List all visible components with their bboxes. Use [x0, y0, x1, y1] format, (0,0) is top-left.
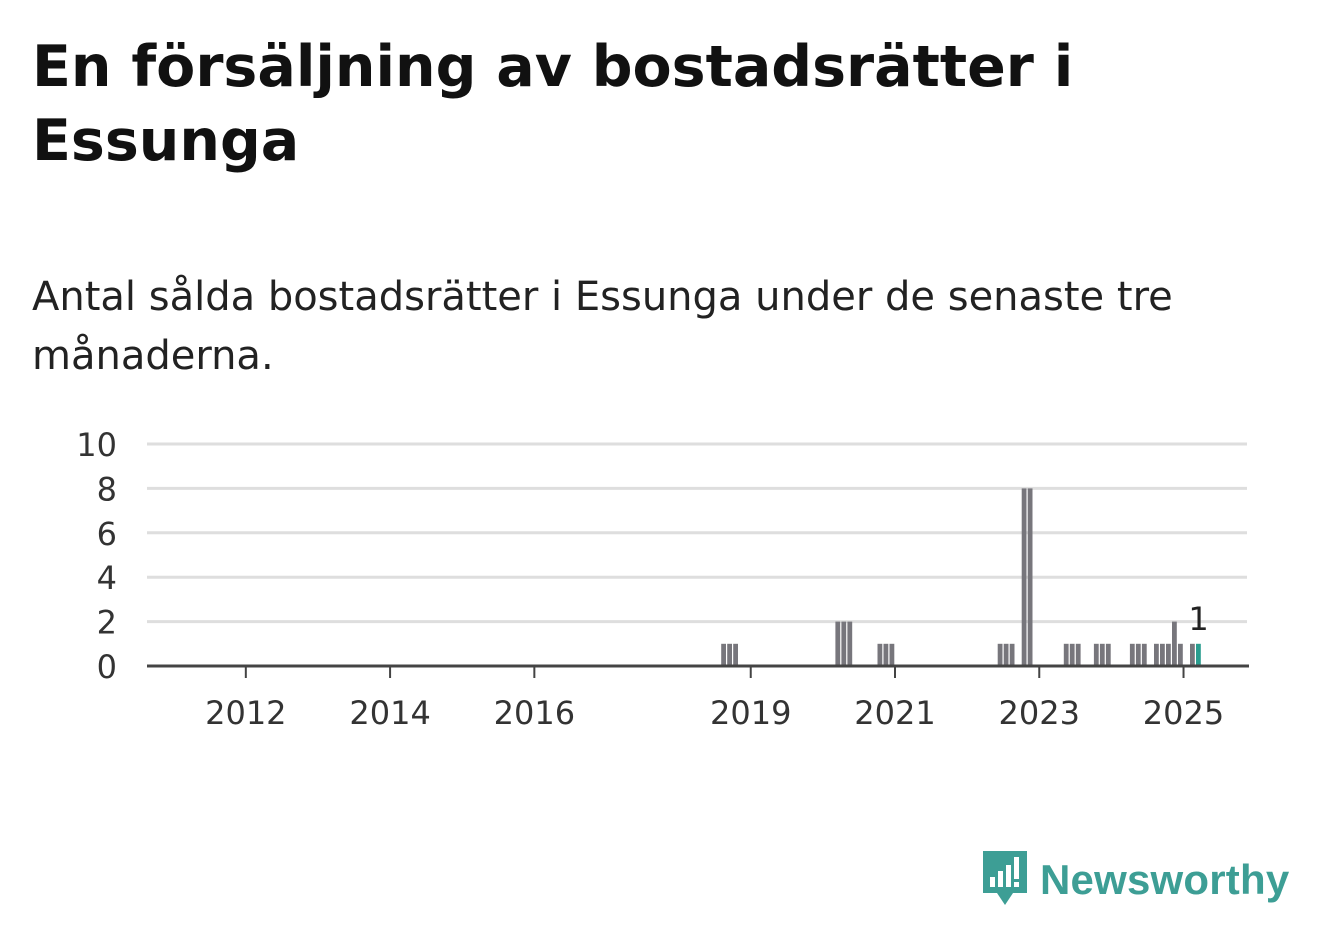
bar: [1021, 488, 1027, 666]
bar: [1196, 643, 1201, 666]
bar: [1135, 643, 1141, 666]
bar: [1129, 643, 1135, 666]
brand-name: Newsworthy: [1040, 856, 1290, 903]
x-tick-label: 2023: [999, 694, 1080, 732]
labels: 0 2 4 6 8 10 1 2012 2014 2016 2019 2021 2023 2025: [76, 426, 1224, 732]
y-tick-label: 6: [97, 515, 117, 553]
bar: [1105, 643, 1111, 666]
x-tick-label: 2014: [349, 694, 430, 732]
bar: [733, 643, 738, 666]
bar: [1027, 488, 1033, 666]
bar: [727, 643, 732, 666]
newsworthy-logo[interactable]: Newsworthy: [980, 848, 1289, 912]
y-tick-label: 10: [76, 426, 117, 464]
bar: [997, 643, 1003, 666]
bar: [1075, 643, 1081, 666]
bar: [1093, 643, 1099, 666]
data-label: 1: [1188, 600, 1208, 638]
bar: [883, 643, 889, 666]
bar: [877, 643, 883, 666]
bar-chart: 0 2 4 6 8 10 1 2012 2014 2016 2019 2021 2023 2025: [76, 426, 1249, 732]
y-tick-label: 0: [97, 648, 117, 686]
bar: [1009, 643, 1015, 666]
bar: [1154, 643, 1159, 666]
chart-title: En försäljning av bostadsrätter i Essung…: [32, 34, 1074, 174]
x-tick-label: 2016: [494, 694, 575, 732]
bar: [835, 621, 841, 666]
bar: [1166, 643, 1171, 666]
bar: [1160, 643, 1165, 666]
gridlines: [147, 442, 1247, 624]
bar: [847, 621, 853, 666]
bar: [1069, 643, 1075, 666]
bar: [1141, 643, 1147, 666]
bar: [889, 643, 895, 666]
bar: [1003, 643, 1009, 666]
bar: [721, 643, 726, 666]
bar: [1172, 621, 1177, 666]
bar: [1099, 643, 1105, 666]
bar: [1190, 643, 1195, 666]
x-tick-label: 2019: [710, 694, 791, 732]
x-tick-label: 2025: [1143, 694, 1224, 732]
bars: [721, 488, 1201, 666]
y-tick-label: 8: [97, 470, 117, 508]
bar: [1178, 643, 1183, 666]
y-tick-label: 4: [97, 559, 117, 597]
axes: [147, 664, 1249, 678]
x-tick-label: 2021: [854, 694, 935, 732]
bar: [841, 621, 847, 666]
y-tick-label: 2: [97, 604, 117, 642]
bar: [1063, 643, 1069, 666]
x-tick-label: 2012: [205, 694, 286, 732]
chart-subtitle: Antal sålda bostadsrätter i Essunga unde…: [32, 274, 1173, 379]
newsworthy-logo-icon: [980, 847, 1030, 913]
